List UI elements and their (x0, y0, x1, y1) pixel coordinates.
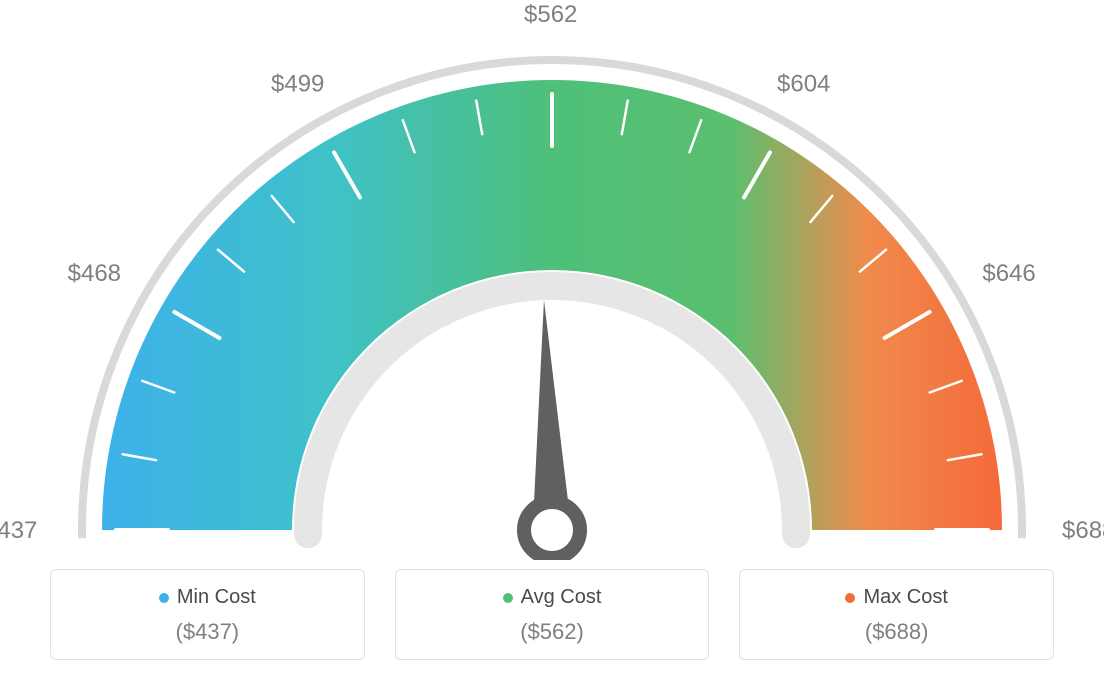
legend-value-min: ($437) (61, 619, 354, 645)
legend-title-avg: Avg Cost (503, 586, 602, 609)
legend-title-min: Min Cost (159, 586, 256, 609)
svg-text:$562: $562 (524, 1, 577, 28)
svg-text:$604: $604 (777, 71, 830, 98)
dot-icon (503, 593, 513, 603)
legend-title-text: Max Cost (863, 586, 947, 609)
svg-text:$688: $688 (1062, 517, 1104, 544)
dot-icon (845, 593, 855, 603)
legend-card-max: Max Cost ($688) (739, 569, 1054, 660)
legend-card-avg: Avg Cost ($562) (395, 569, 710, 660)
legend-value-avg: ($562) (406, 619, 699, 645)
legend-title-text: Avg Cost (521, 586, 602, 609)
gauge-chart: $437 $468 $499 $562 $604 $646 $688 (0, 0, 1104, 560)
svg-text:$468: $468 (68, 260, 121, 287)
svg-text:$437: $437 (0, 517, 37, 544)
svg-text:$646: $646 (982, 260, 1035, 287)
gauge-container: $437 $468 $499 $562 $604 $646 $688 (0, 0, 1104, 560)
dot-icon (159, 593, 169, 603)
legend-value-max: ($688) (750, 619, 1043, 645)
legend-title-text: Min Cost (177, 586, 256, 609)
svg-text:$499: $499 (271, 71, 324, 98)
legend-title-max: Max Cost (845, 586, 947, 609)
legend-row: Min Cost ($437) Avg Cost ($562) Max Cost… (50, 569, 1054, 660)
legend-card-min: Min Cost ($437) (50, 569, 365, 660)
